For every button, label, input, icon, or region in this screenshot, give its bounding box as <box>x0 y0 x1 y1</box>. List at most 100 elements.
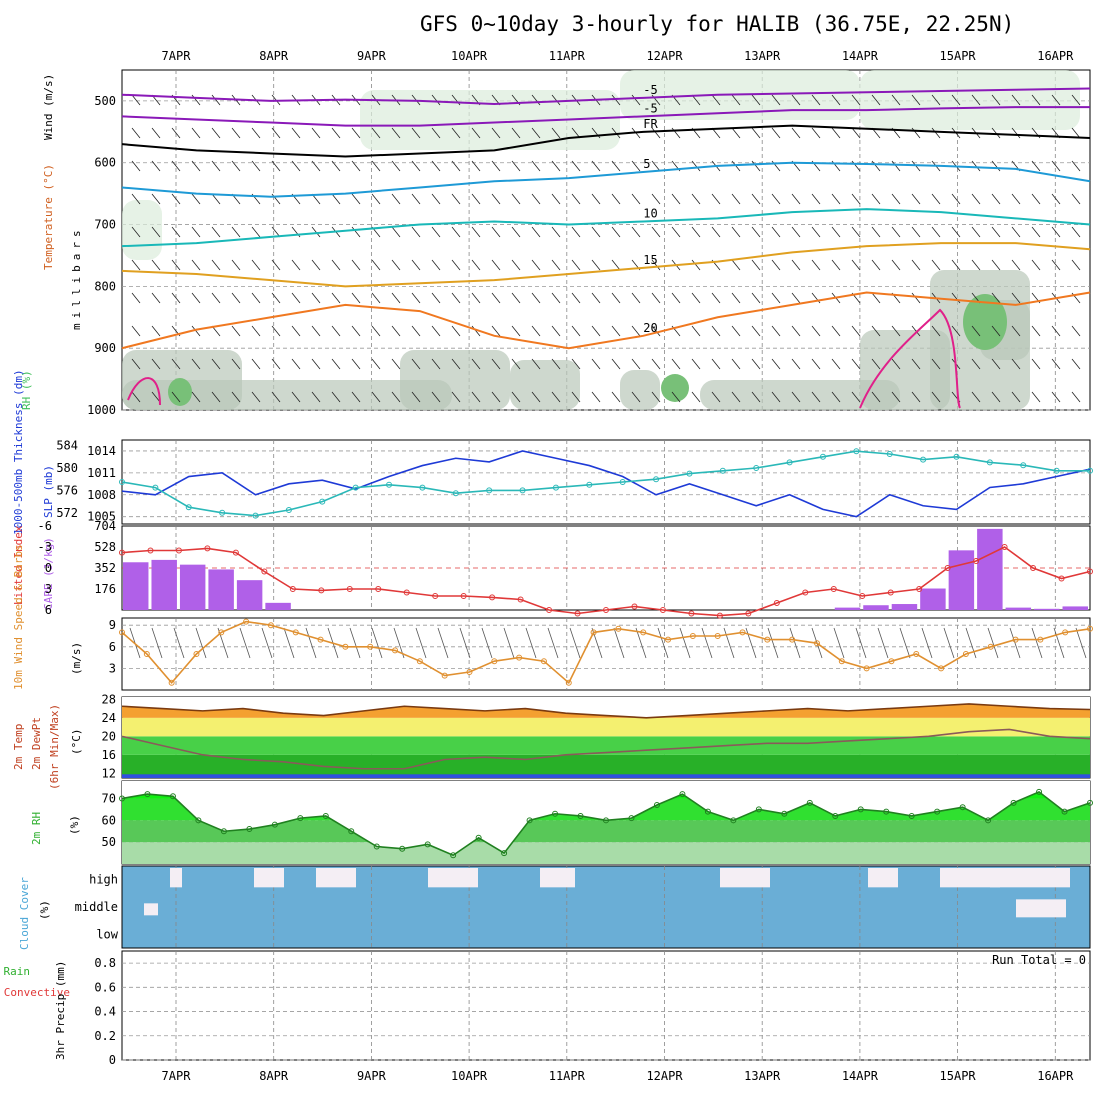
wind10m-unit-label: (m/s) <box>70 642 83 675</box>
date-label-bottom: 13APR <box>744 1069 781 1083</box>
dewpt2m-label: 2m DewPt <box>30 717 43 770</box>
wind-barb <box>791 127 801 139</box>
wind-barb <box>991 193 1001 205</box>
li-line-point <box>119 549 125 556</box>
wind-barb <box>731 391 741 403</box>
wind-barb <box>811 358 821 370</box>
contour-label: 10 <box>643 206 657 220</box>
wind-barb <box>1071 391 1081 403</box>
wind-barb <box>531 292 541 304</box>
wind-barb <box>711 325 721 337</box>
contour-T=-5b <box>121 106 1090 127</box>
wind10m-barb <box>283 627 295 659</box>
panel-frame-cloud <box>121 865 1091 949</box>
wind-barb <box>211 160 221 172</box>
wind-barb <box>731 292 741 304</box>
wind-barb <box>991 160 1001 172</box>
wind-barb <box>1071 226 1081 238</box>
wind-barb <box>871 391 881 403</box>
wind-barb <box>491 193 501 205</box>
wind-barb <box>891 193 901 205</box>
date-label-top: 13APR <box>744 49 781 63</box>
wind-barb <box>851 127 861 139</box>
wind-barb <box>371 391 381 403</box>
wind-barb <box>151 127 161 139</box>
thickness-line-point <box>285 507 292 513</box>
wind-barb <box>671 193 681 205</box>
temp2m-line <box>121 703 1091 719</box>
date-label-bottom: 16APR <box>1037 1069 1074 1083</box>
slp-tick-label: 1008 <box>87 488 116 502</box>
wind-barb <box>1011 127 1021 139</box>
wind-barb <box>271 391 281 403</box>
cloud-high-block <box>720 868 770 888</box>
wind-barb <box>851 94 861 106</box>
li-line-point <box>1087 568 1093 575</box>
wind-barb <box>611 127 621 139</box>
wind-barb <box>231 226 241 238</box>
wind-barb <box>911 193 921 205</box>
wind-barb <box>731 127 741 139</box>
rh-tick-label: 50 <box>102 835 116 849</box>
wind-barb <box>171 193 181 205</box>
temperature-label: Temperature (°C) <box>42 164 55 270</box>
wind-barb <box>411 259 421 271</box>
wind-barb <box>311 127 321 139</box>
cape-tick-label: 704 <box>94 519 116 533</box>
thickness-line-point <box>819 453 826 460</box>
wind-barb <box>471 193 481 205</box>
wind-barb <box>471 292 481 304</box>
wind-barb <box>691 391 701 403</box>
li-line-point <box>204 545 211 552</box>
wind-barb <box>151 259 161 271</box>
cape-bar <box>1062 606 1088 610</box>
wind-barb <box>511 259 521 271</box>
wind-barb <box>1051 259 1061 271</box>
wind10m-line-point <box>466 669 473 675</box>
wind10m-line-point <box>1087 625 1093 632</box>
thickness-line-point <box>386 481 393 488</box>
upper-air-panel: -5 -5 FR 5 10 15 20 <box>121 70 1091 410</box>
wind-barb <box>1071 94 1081 106</box>
wind-barb <box>1051 226 1061 238</box>
rh-high-patch <box>661 374 689 402</box>
cloud-level-label: low <box>96 927 118 941</box>
rh2m-line-point <box>399 845 406 852</box>
wind10m-barb <box>635 627 647 659</box>
wind-barb <box>751 226 761 238</box>
wind-barb <box>651 226 661 238</box>
side-labels: RH (%) Temperature (°C) Wind (m/s) milli… <box>0 74 83 1060</box>
thickness-line-point <box>619 479 626 485</box>
cloud-cover-label: Cloud Cover <box>18 877 31 950</box>
wind-barb <box>631 358 641 370</box>
wind-barb <box>451 193 461 205</box>
wind-barb <box>191 160 201 172</box>
wind10m-line-point <box>789 636 796 643</box>
wind-barb <box>711 358 721 370</box>
date-label-top: 9APR <box>357 49 387 63</box>
wind-barb <box>251 391 261 403</box>
wind-barb <box>691 193 701 205</box>
wind10m-barb <box>547 627 559 659</box>
wind-barb <box>651 127 661 139</box>
rh2m-line-point <box>653 802 660 809</box>
wind-barb <box>531 160 541 172</box>
li-line-point <box>603 607 609 613</box>
wind-barb <box>831 325 841 337</box>
li-line-point <box>773 600 780 606</box>
wind-barb <box>651 160 661 172</box>
wind-barb <box>471 127 481 139</box>
wind-barb <box>471 325 481 337</box>
thickness-tick-label: 576 <box>56 483 78 497</box>
rh2m-line-point <box>271 821 278 828</box>
wind-barb <box>1071 193 1081 205</box>
precip-unit-label: 3hr Precip (mm) <box>54 961 67 1060</box>
rh2m-line-point <box>908 812 915 819</box>
wind-barb <box>231 292 241 304</box>
wind10m-line-point <box>1037 636 1044 643</box>
wind10m-line-point <box>714 633 721 639</box>
wind-barb <box>291 292 301 304</box>
thickness-line-point <box>319 498 326 505</box>
wind10m-barb <box>1009 627 1021 659</box>
wind10m-barb <box>987 627 999 659</box>
